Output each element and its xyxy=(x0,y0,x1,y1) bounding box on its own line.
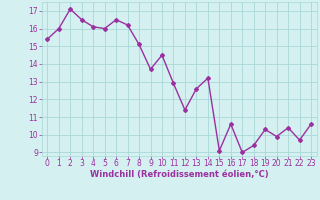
X-axis label: Windchill (Refroidissement éolien,°C): Windchill (Refroidissement éolien,°C) xyxy=(90,170,268,179)
